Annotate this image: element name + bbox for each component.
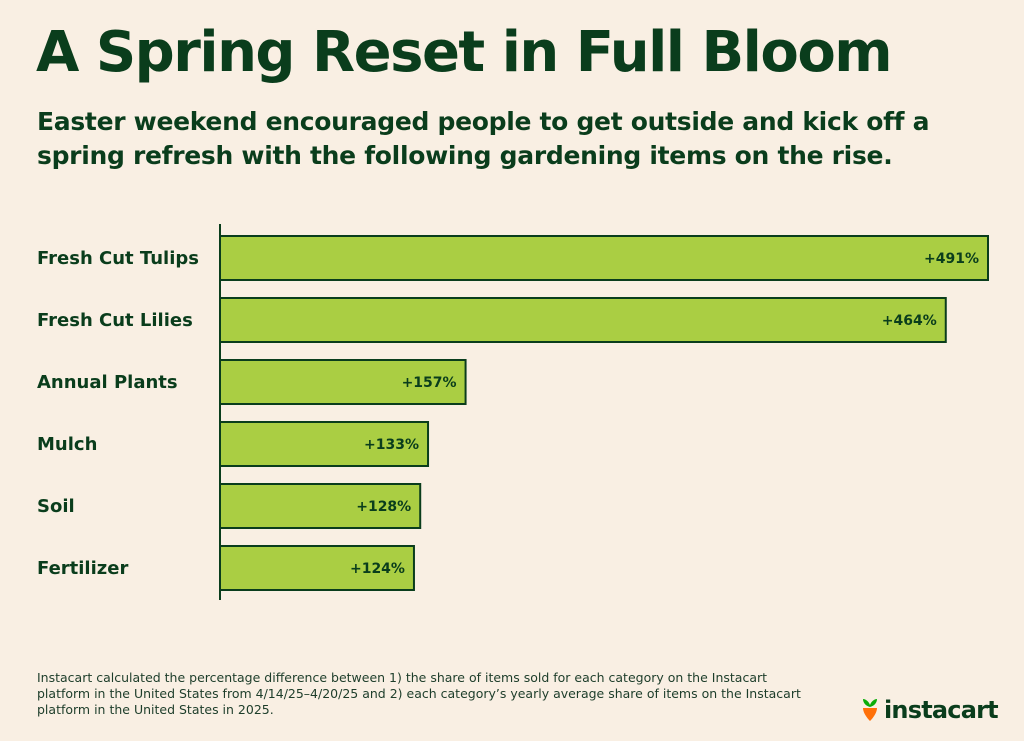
data-label: +157% <box>402 375 457 391</box>
category-label: Fresh Cut Lilies <box>37 310 193 331</box>
data-label: +133% <box>364 437 419 453</box>
bar <box>219 545 415 591</box>
page-title: A Spring Reset in Full Bloom <box>36 20 893 85</box>
category-label: Soil <box>37 496 75 517</box>
carrot-icon <box>863 699 877 721</box>
footnote: Instacart calculated the percentage diff… <box>37 670 801 717</box>
bar <box>219 297 947 343</box>
logo-wordmark: instacart <box>884 696 999 724</box>
category-label: Fresh Cut Tulips <box>37 248 199 269</box>
category-label: Mulch <box>37 434 97 455</box>
data-label: +464% <box>882 313 937 329</box>
instacart-logo: instacart <box>860 694 999 726</box>
bar <box>219 483 422 529</box>
bar <box>219 235 989 281</box>
data-label: +491% <box>924 251 979 267</box>
category-label: Annual Plants <box>37 372 178 393</box>
page-subtitle: Easter weekend encouraged people to get … <box>37 107 930 170</box>
category-label: Fertilizer <box>37 558 128 579</box>
data-label: +124% <box>350 561 405 577</box>
data-label: +128% <box>356 499 411 515</box>
bar <box>219 359 467 405</box>
